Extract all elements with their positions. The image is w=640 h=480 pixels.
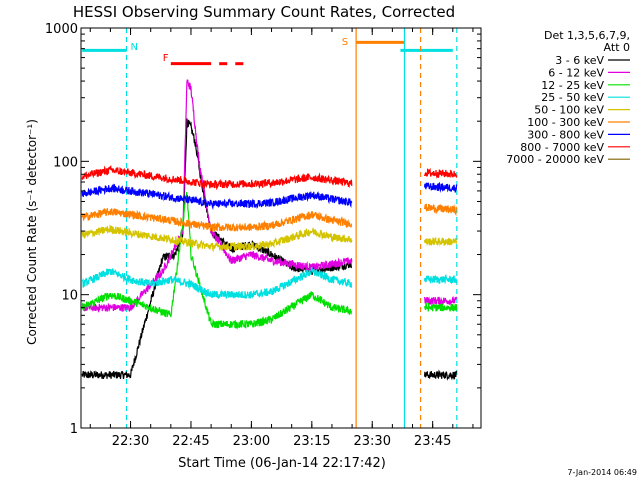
legend-label: 50 - 100 keV xyxy=(534,104,604,117)
series-line xyxy=(424,167,458,179)
annotation-label: S xyxy=(342,37,348,48)
series-line xyxy=(424,203,458,217)
y-tick-label: 1000 xyxy=(45,22,78,37)
legend-header: Det 1,3,5,6,7,9, xyxy=(544,29,630,42)
series-line xyxy=(81,191,353,330)
legend-header: Att 0 xyxy=(604,41,630,54)
y-tick-label: 1 xyxy=(70,422,78,437)
legend-label: 100 - 300 keV xyxy=(527,116,604,129)
series-line xyxy=(81,224,353,253)
legend-label: 6 - 12 keV xyxy=(548,66,604,79)
series-line xyxy=(81,79,353,313)
series-line xyxy=(424,296,458,307)
plot-frame xyxy=(80,27,482,429)
x-tick-label: 22:30 xyxy=(112,434,149,449)
x-tick-label: 23:15 xyxy=(293,434,330,449)
y-axis-label: Corrected Count Rate (s⁻¹ detector⁻¹) xyxy=(25,119,39,345)
series-line xyxy=(424,273,457,285)
chart-title: HESSI Observing Summary Count Rates, Cor… xyxy=(73,3,455,21)
timestamp: 7-Jan-2014 06:49 xyxy=(567,468,637,477)
series-line xyxy=(424,369,458,381)
x-tick-label: 23:45 xyxy=(414,434,451,449)
legend-label: 3 - 6 keV xyxy=(555,54,604,67)
series-line xyxy=(81,208,353,233)
series-layer xyxy=(81,79,458,381)
series-line xyxy=(81,183,353,211)
series-line xyxy=(424,302,458,312)
x-tick-label: 23:00 xyxy=(233,434,270,449)
series-line xyxy=(81,267,353,300)
series-line xyxy=(424,182,458,193)
y-tick-label: 100 xyxy=(53,155,78,170)
legend-label: 800 - 7000 keV xyxy=(520,141,604,154)
series-line xyxy=(81,118,353,379)
y-tick-label: 10 xyxy=(61,289,78,304)
axes: 22:30 22:45 23:00 23:15 23:30 23:45 1 10 100 1000 xyxy=(45,22,482,449)
x-axis-label: Start Time (06-Jan-14 22:17:42) xyxy=(178,456,386,471)
annotation-label: F xyxy=(163,53,169,64)
x-tick-label: 23:30 xyxy=(354,434,391,449)
annotation-label: N xyxy=(131,42,138,53)
series-line xyxy=(424,236,458,247)
status-bars: N F S xyxy=(82,28,458,428)
legend-label: 300 - 800 keV xyxy=(527,128,604,141)
legend-label: 12 - 25 keV xyxy=(541,79,604,92)
legend-label: 7000 - 20000 keV xyxy=(506,153,604,166)
legend-label: 25 - 50 keV xyxy=(541,91,604,104)
series-line xyxy=(81,164,353,191)
x-tick-label: 22:45 xyxy=(172,434,209,449)
